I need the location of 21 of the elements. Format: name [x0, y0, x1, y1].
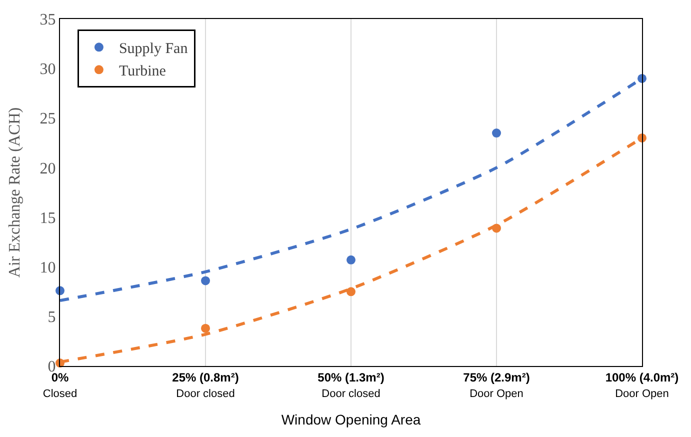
point	[346, 287, 356, 296]
point	[201, 324, 210, 333]
y-tick-label: 25	[40, 110, 56, 128]
y-tick-label: 5	[48, 309, 56, 326]
y-tick-label: 35	[40, 12, 56, 29]
x-axis-title: Window Opening Area	[281, 411, 421, 428]
y-tick-label: 10	[40, 259, 56, 276]
y-tick-label: 30	[40, 61, 56, 78]
y-tick-label: 20	[40, 160, 56, 178]
point	[492, 128, 501, 138]
x-tick-label: 75% (2.9m²) Door Open	[463, 370, 530, 400]
x-tick-label: 25% (0.8m²) Door closed	[172, 370, 239, 400]
point	[201, 276, 210, 286]
x-tick-label: 0% Closed	[42, 370, 78, 400]
y-tick-label: 15	[40, 210, 56, 227]
legend-label: Turbine	[118, 64, 166, 80]
y-axis-title: Air Exchange Rate (ACH)	[6, 107, 24, 278]
x-tick-label: 50% (1.3m²) Door closed	[318, 370, 384, 400]
legend-label: Supply Fan	[118, 41, 188, 58]
point	[346, 255, 356, 264]
x-tick-label: 100% (4.0m²) Door Open	[605, 370, 679, 400]
